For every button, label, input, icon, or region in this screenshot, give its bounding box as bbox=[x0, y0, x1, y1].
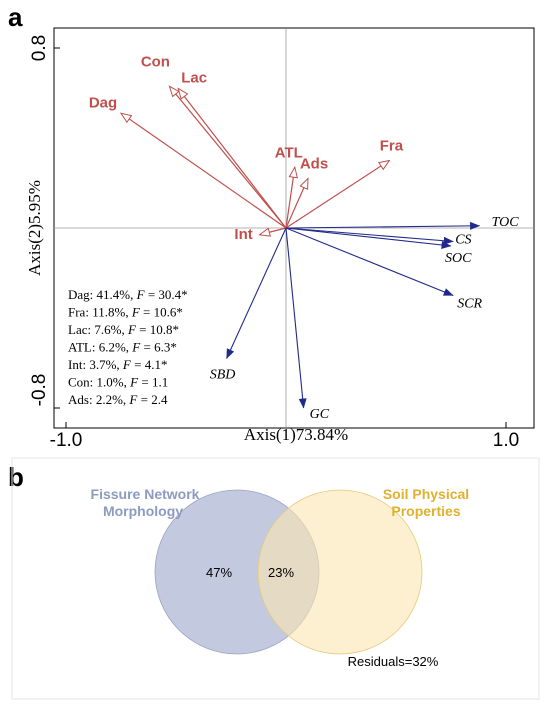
stat-f-value: 10.6* bbox=[154, 305, 183, 320]
vector-label-cs: CS bbox=[455, 233, 471, 248]
stat-f-value: 1.1 bbox=[152, 375, 168, 390]
vector-label-gc: GC bbox=[310, 407, 330, 422]
stat-sep: , bbox=[124, 375, 131, 390]
stat-percent: 41.4% bbox=[97, 287, 131, 302]
vector-sbd bbox=[226, 227, 287, 359]
response-vectors: TOC CS SOC SCR SBD GC bbox=[210, 215, 519, 422]
stat-line-lac: Lac: 7.6%, F = 10.8* bbox=[68, 322, 179, 337]
stat-percent: 6.2% bbox=[99, 340, 126, 355]
stat-percent: 2.2% bbox=[96, 392, 123, 407]
stat-eq: = bbox=[145, 287, 159, 302]
vector-gc bbox=[285, 227, 307, 409]
stat-f-symbol: F bbox=[136, 287, 146, 302]
y-tick-label: 0.8 bbox=[29, 35, 50, 61]
vector-fra bbox=[285, 161, 389, 229]
stat-eq: = bbox=[137, 392, 151, 407]
stat-f-symbol: F bbox=[127, 322, 137, 337]
stat-name: Con: bbox=[68, 375, 97, 390]
stat-eq: = bbox=[136, 322, 150, 337]
stat-name: Dag: bbox=[68, 287, 97, 302]
stat-eq: = bbox=[138, 375, 152, 390]
x-tick-label: 1.0 bbox=[493, 430, 519, 451]
stat-line-dag: Dag: 41.4%, F = 30.4* bbox=[68, 287, 188, 302]
stat-sep: , bbox=[123, 392, 130, 407]
vector-label-toc: TOC bbox=[492, 215, 520, 230]
vector-label-lac: Lac bbox=[181, 70, 207, 87]
y-axis-title: Axis(2)5.95% bbox=[25, 180, 44, 276]
stat-line-ads: Ads: 2.2%, F = 2.4 bbox=[68, 392, 168, 407]
stat-eq: = bbox=[140, 305, 154, 320]
stat-line-int: Int: 3.7%, F = 4.1* bbox=[68, 357, 167, 372]
venn-residuals: Residuals=32% bbox=[348, 654, 439, 669]
stat-name: Lac: bbox=[68, 322, 94, 337]
vector-lac bbox=[178, 89, 287, 229]
vector-label-fra: Fra bbox=[380, 138, 404, 155]
venn-frame bbox=[11, 457, 540, 700]
venn-value-shared: 23% bbox=[268, 565, 294, 580]
stat-line-atl: ATL: 6.2%, F = 6.3* bbox=[68, 340, 177, 355]
stat-f-symbol: F bbox=[122, 357, 132, 372]
x-axis-title: Axis(1)73.84% bbox=[244, 425, 348, 444]
stat-name: Int: bbox=[68, 357, 89, 372]
stat-percent: 7.6% bbox=[94, 322, 121, 337]
y-tick-label: -0.8 bbox=[29, 374, 50, 407]
vector-label-scr: SCR bbox=[457, 297, 482, 312]
stat-percent: 11.8% bbox=[92, 305, 125, 320]
stat-name: ATL: bbox=[68, 340, 99, 355]
venn-value-fissure-only: 47% bbox=[206, 565, 232, 580]
venn-circle-soil bbox=[257, 489, 423, 655]
vector-label-ads: Ads bbox=[300, 156, 328, 173]
stat-name: Ads: bbox=[68, 392, 96, 407]
venn-title-soil-line1: Soil Physical bbox=[383, 486, 469, 502]
vector-label-atl: ATL bbox=[275, 144, 303, 161]
vector-scr bbox=[285, 227, 454, 297]
stat-sep: , bbox=[130, 287, 137, 302]
stat-f-symbol: F bbox=[131, 305, 141, 320]
vector-soc bbox=[285, 227, 452, 249]
x-tick-label: -1.0 bbox=[50, 430, 83, 451]
stat-sep: , bbox=[125, 305, 132, 320]
stat-sep: , bbox=[126, 340, 133, 355]
variance-stats: Dag: 41.4%, F = 30.4* Fra: 11.8%, F = 10.… bbox=[68, 287, 188, 407]
stat-f-value: 30.4* bbox=[158, 287, 187, 302]
stat-name: Fra: bbox=[68, 305, 92, 320]
vector-ads bbox=[285, 179, 309, 229]
stat-eq: = bbox=[140, 340, 154, 355]
stat-f-value: 4.1* bbox=[145, 357, 168, 372]
vector-con bbox=[169, 86, 287, 229]
stat-f-symbol: F bbox=[128, 392, 138, 407]
vector-cs bbox=[285, 227, 454, 245]
stat-sep: , bbox=[121, 322, 128, 337]
vector-label-con: Con bbox=[141, 53, 170, 70]
vector-toc bbox=[285, 221, 481, 230]
vector-label-int: Int bbox=[234, 226, 252, 243]
venn-title-soil-line2: Properties bbox=[391, 503, 460, 519]
vector-label-soc: SOC bbox=[445, 251, 472, 266]
stat-f-symbol: F bbox=[131, 340, 141, 355]
vector-label-dag: Dag bbox=[89, 94, 117, 111]
stat-line-con: Con: 1.0%, F = 1.1 bbox=[68, 375, 168, 390]
stat-f-value: 10.8* bbox=[150, 322, 179, 337]
venn-title-fissure-line1: Fissure Network bbox=[91, 486, 200, 502]
vector-label-sbd: SBD bbox=[210, 368, 236, 383]
vector-int bbox=[260, 227, 287, 235]
panel-a-letter: a bbox=[8, 2, 23, 32]
stat-f-value: 2.4 bbox=[151, 392, 168, 407]
stat-line-fra: Fra: 11.8%, F = 10.6* bbox=[68, 305, 183, 320]
stat-percent: 1.0% bbox=[97, 375, 124, 390]
stat-percent: 3.7% bbox=[89, 357, 116, 372]
stat-sep: , bbox=[116, 357, 123, 372]
vector-atl bbox=[285, 167, 295, 229]
stat-eq: = bbox=[131, 357, 145, 372]
panel-b-letter: b bbox=[8, 462, 24, 492]
vector-dag bbox=[121, 113, 287, 229]
venn-title-fissure-line2: Morphology bbox=[103, 503, 183, 519]
stat-f-symbol: F bbox=[129, 375, 139, 390]
stat-f-value: 6.3* bbox=[154, 340, 177, 355]
